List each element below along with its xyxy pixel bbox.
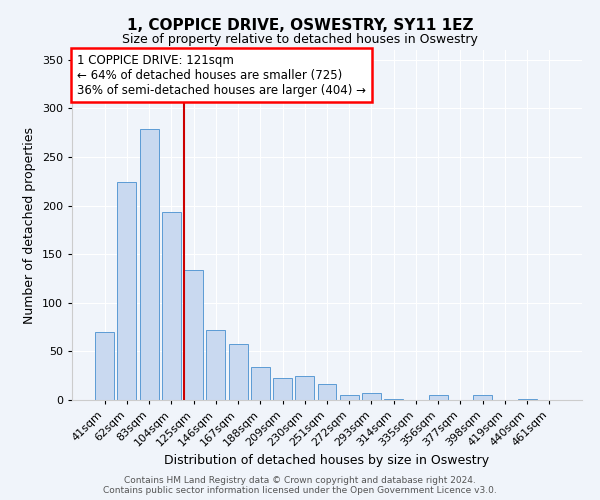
- Text: 1, COPPICE DRIVE, OSWESTRY, SY11 1EZ: 1, COPPICE DRIVE, OSWESTRY, SY11 1EZ: [127, 18, 473, 32]
- X-axis label: Distribution of detached houses by size in Oswestry: Distribution of detached houses by size …: [164, 454, 490, 466]
- Bar: [184, 270, 203, 400]
- Bar: [518, 399, 536, 400]
- Text: Contains HM Land Registry data © Crown copyright and database right 2024.
Contai: Contains HM Land Registry data © Crown c…: [103, 476, 497, 495]
- Bar: [384, 399, 403, 400]
- Bar: [429, 395, 448, 400]
- Text: Size of property relative to detached houses in Oswestry: Size of property relative to detached ho…: [122, 32, 478, 46]
- Bar: [317, 384, 337, 400]
- Text: 1 COPPICE DRIVE: 121sqm
← 64% of detached houses are smaller (725)
36% of semi-d: 1 COPPICE DRIVE: 121sqm ← 64% of detache…: [77, 54, 366, 96]
- Bar: [162, 212, 181, 400]
- Bar: [206, 330, 225, 400]
- Bar: [118, 182, 136, 400]
- Bar: [251, 367, 270, 400]
- Y-axis label: Number of detached properties: Number of detached properties: [23, 126, 36, 324]
- Bar: [362, 393, 381, 400]
- Bar: [95, 332, 114, 400]
- Bar: [273, 378, 292, 400]
- Bar: [140, 129, 158, 400]
- Bar: [229, 344, 248, 400]
- Bar: [295, 376, 314, 400]
- Bar: [473, 395, 492, 400]
- Bar: [340, 395, 359, 400]
